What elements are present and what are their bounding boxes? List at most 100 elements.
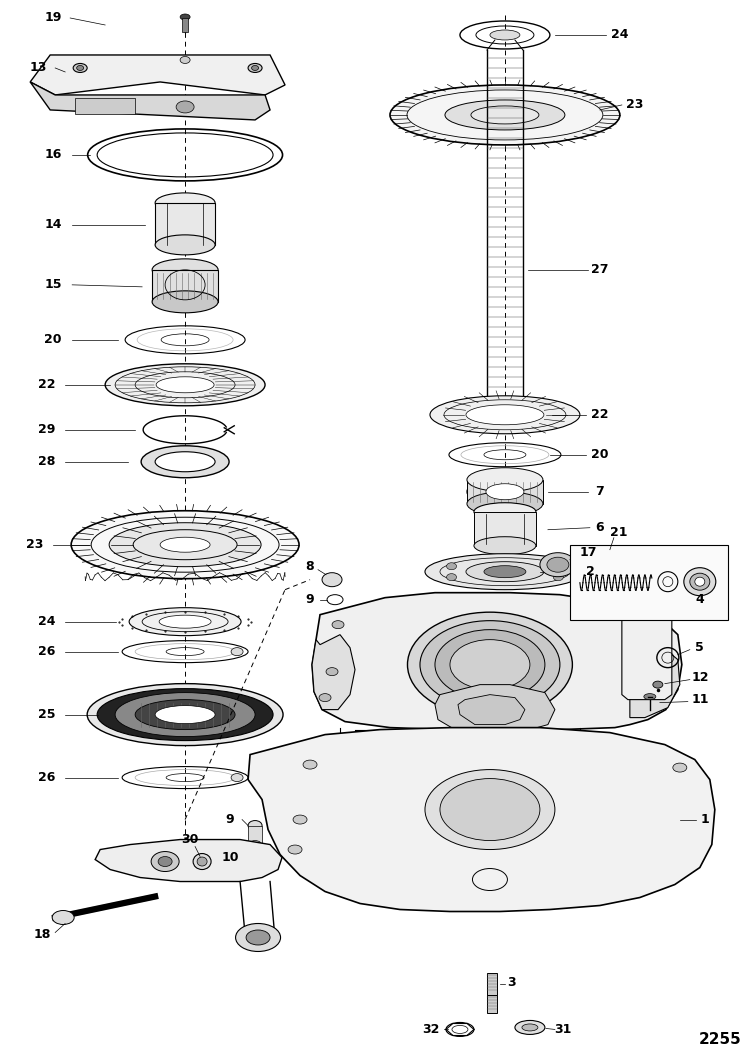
Ellipse shape [158, 857, 172, 866]
Ellipse shape [110, 522, 261, 566]
Text: 20: 20 [44, 334, 62, 346]
Text: 11: 11 [691, 693, 709, 706]
Polygon shape [630, 640, 680, 718]
Ellipse shape [644, 624, 656, 631]
Ellipse shape [76, 65, 84, 70]
Text: 22: 22 [38, 379, 56, 391]
Bar [474, 512, 536, 545]
Ellipse shape [484, 565, 526, 578]
Text: 3: 3 [508, 976, 516, 989]
Text: 25: 25 [38, 708, 56, 721]
Text: 9: 9 [226, 813, 235, 826]
Text: 18: 18 [34, 928, 51, 941]
Polygon shape [622, 607, 672, 700]
Text: 20: 20 [591, 448, 609, 462]
Text: 12: 12 [691, 671, 709, 684]
Polygon shape [95, 839, 282, 881]
Ellipse shape [151, 852, 179, 872]
Ellipse shape [155, 193, 215, 213]
Text: 15: 15 [44, 278, 62, 292]
Ellipse shape [129, 607, 241, 636]
Ellipse shape [430, 395, 580, 434]
Polygon shape [435, 685, 555, 730]
Text: 9: 9 [306, 593, 314, 606]
Bar [570, 544, 728, 620]
Ellipse shape [71, 511, 299, 579]
Ellipse shape [440, 778, 540, 840]
Ellipse shape [644, 693, 656, 700]
Polygon shape [312, 635, 355, 709]
Ellipse shape [159, 615, 211, 628]
Ellipse shape [467, 476, 543, 507]
Ellipse shape [105, 364, 265, 406]
Bar [182, 18, 188, 31]
Ellipse shape [152, 259, 218, 281]
Ellipse shape [248, 820, 262, 831]
Ellipse shape [231, 647, 243, 656]
Text: 23: 23 [26, 538, 44, 551]
Ellipse shape [303, 761, 317, 769]
Ellipse shape [515, 1021, 545, 1034]
Text: 17: 17 [579, 547, 597, 559]
Ellipse shape [180, 57, 190, 64]
Bar [75, 98, 135, 114]
Text: 23: 23 [626, 99, 644, 111]
Ellipse shape [288, 845, 302, 854]
Text: 29: 29 [38, 423, 56, 436]
Ellipse shape [116, 692, 255, 736]
Ellipse shape [486, 484, 524, 499]
Ellipse shape [152, 291, 218, 313]
Text: 19: 19 [44, 12, 62, 24]
Ellipse shape [547, 557, 569, 572]
Text: 4: 4 [695, 593, 704, 606]
Ellipse shape [694, 577, 705, 586]
Ellipse shape [156, 377, 214, 392]
Text: 30: 30 [182, 833, 199, 847]
Text: 31: 31 [554, 1023, 572, 1036]
Ellipse shape [248, 840, 262, 851]
Ellipse shape [490, 30, 520, 40]
Ellipse shape [522, 1024, 538, 1031]
Ellipse shape [652, 681, 663, 688]
Polygon shape [458, 694, 525, 725]
Ellipse shape [554, 562, 563, 570]
Text: 28: 28 [38, 455, 56, 468]
Ellipse shape [446, 562, 457, 570]
Text: 5: 5 [695, 641, 704, 655]
Ellipse shape [246, 930, 270, 945]
Text: 14: 14 [44, 218, 62, 232]
Text: 24: 24 [611, 28, 628, 42]
Ellipse shape [673, 763, 687, 772]
Ellipse shape [87, 684, 283, 746]
Bar [487, 973, 497, 996]
Polygon shape [312, 593, 682, 730]
Text: 26: 26 [38, 771, 56, 784]
Ellipse shape [141, 446, 229, 477]
Ellipse shape [467, 468, 543, 492]
Ellipse shape [407, 613, 572, 718]
Ellipse shape [474, 502, 536, 520]
Ellipse shape [435, 629, 545, 700]
Ellipse shape [293, 815, 307, 825]
Ellipse shape [160, 537, 210, 552]
Ellipse shape [155, 706, 215, 724]
Ellipse shape [155, 235, 215, 255]
Polygon shape [30, 55, 285, 95]
Ellipse shape [197, 857, 207, 866]
Ellipse shape [155, 452, 215, 472]
Text: 2: 2 [586, 565, 594, 578]
Ellipse shape [554, 574, 563, 581]
Polygon shape [30, 82, 270, 120]
Ellipse shape [176, 101, 194, 113]
Ellipse shape [467, 492, 543, 516]
Text: 24: 24 [38, 615, 56, 628]
Ellipse shape [450, 640, 530, 689]
Ellipse shape [390, 85, 620, 145]
Ellipse shape [251, 65, 259, 70]
Ellipse shape [425, 770, 555, 850]
Ellipse shape [135, 700, 235, 730]
Ellipse shape [74, 64, 87, 72]
Ellipse shape [53, 911, 74, 924]
Ellipse shape [466, 405, 544, 425]
Text: 16: 16 [44, 148, 62, 162]
